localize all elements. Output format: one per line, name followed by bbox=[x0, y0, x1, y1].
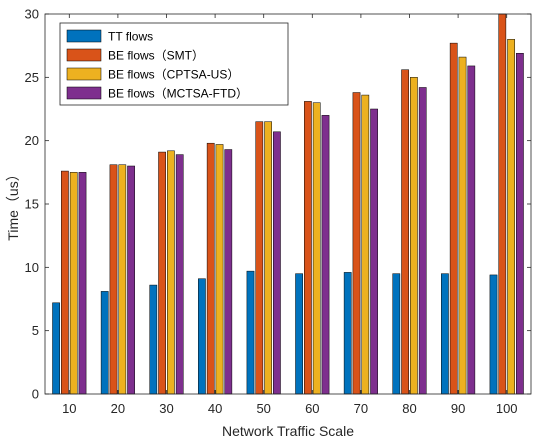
legend-swatch-1 bbox=[66, 29, 102, 43]
bar-1-70 bbox=[343, 272, 352, 395]
bar-2-80 bbox=[401, 69, 409, 395]
bar-1-30 bbox=[149, 284, 158, 395]
y-tick-label: 10 bbox=[25, 260, 39, 275]
bar-2-70 bbox=[352, 92, 361, 395]
bar-1-40 bbox=[198, 278, 206, 395]
legend-label-3: BE flows（CPTSA-US） bbox=[108, 68, 239, 82]
bar-3-60 bbox=[312, 102, 321, 395]
y-tick-label: 5 bbox=[32, 323, 39, 338]
legend-label-2: BE flows（SMT） bbox=[108, 49, 204, 63]
bar-1-60 bbox=[295, 273, 303, 395]
bar-3-20 bbox=[118, 164, 127, 395]
legend-label-4: BE flows（MCTSA-FTD） bbox=[108, 87, 248, 101]
bar-4-10 bbox=[78, 172, 87, 395]
bar-2-40 bbox=[206, 142, 215, 395]
bar-4-90 bbox=[467, 65, 476, 395]
x-tick-label: 100 bbox=[496, 401, 518, 416]
y-tick-label: 15 bbox=[25, 197, 39, 212]
bar-2-90 bbox=[449, 42, 458, 395]
y-tick-label: 20 bbox=[25, 133, 39, 148]
bar-3-100 bbox=[507, 39, 515, 395]
y-tick-label: 0 bbox=[32, 387, 39, 402]
x-tick-label: 90 bbox=[451, 401, 465, 416]
bar-3-40 bbox=[215, 144, 224, 395]
bar-2-60 bbox=[304, 101, 312, 395]
bar-3-70 bbox=[361, 94, 370, 395]
ticks-layer: 0 5 10 15 20 25 30 10 20 30 40 50 60 70 80 90 100 bbox=[25, 7, 531, 416]
bar-1-20 bbox=[100, 291, 109, 395]
bar-4-100 bbox=[516, 53, 524, 395]
bar-1-90 bbox=[441, 273, 449, 395]
x-tick-label: 60 bbox=[305, 401, 319, 416]
bar-2-50 bbox=[255, 121, 264, 395]
bar-4-30 bbox=[175, 154, 184, 395]
bar-4-80 bbox=[418, 87, 427, 395]
bar-2-30 bbox=[158, 151, 166, 395]
x-tick-label: 40 bbox=[208, 401, 222, 416]
bar-3-50 bbox=[264, 121, 272, 395]
y-tick-label: 25 bbox=[25, 70, 39, 85]
x-axis-label: Network Traffic Scale bbox=[222, 423, 354, 439]
legend-swatch-2 bbox=[66, 48, 102, 62]
bar-4-60 bbox=[321, 115, 330, 395]
x-tick-label: 70 bbox=[354, 401, 368, 416]
y-axis-label: Time（us） bbox=[5, 167, 21, 240]
bar-3-80 bbox=[410, 77, 418, 395]
x-tick-label: 30 bbox=[159, 401, 173, 416]
bar-3-30 bbox=[167, 150, 175, 395]
bar-2-10 bbox=[61, 170, 69, 395]
x-tick-label: 10 bbox=[62, 401, 76, 416]
legend: TT flows BE flows（SMT） BE flows（CPTSA-US） B… bbox=[59, 22, 289, 106]
bar-4-70 bbox=[370, 108, 378, 395]
bar-3-90 bbox=[458, 56, 467, 395]
y-tick-label: 30 bbox=[25, 7, 39, 22]
bar-4-20 bbox=[127, 165, 135, 395]
bar-2-100 bbox=[498, 13, 507, 395]
legend-swatch-4 bbox=[66, 86, 102, 100]
bar-1-80 bbox=[392, 273, 401, 395]
bar-1-10 bbox=[52, 302, 60, 395]
bar-1-50 bbox=[246, 270, 255, 395]
legend-swatch-3 bbox=[66, 67, 102, 81]
legend-label-1: TT flows bbox=[108, 30, 153, 44]
x-tick-label: 50 bbox=[256, 401, 270, 416]
x-tick-label: 80 bbox=[402, 401, 416, 416]
bar-2-20 bbox=[109, 164, 118, 395]
bar-3-10 bbox=[69, 172, 78, 395]
bar-4-40 bbox=[224, 149, 233, 395]
x-tick-label: 20 bbox=[111, 401, 125, 416]
bar-4-50 bbox=[273, 131, 281, 395]
bar-1-100 bbox=[489, 274, 498, 395]
